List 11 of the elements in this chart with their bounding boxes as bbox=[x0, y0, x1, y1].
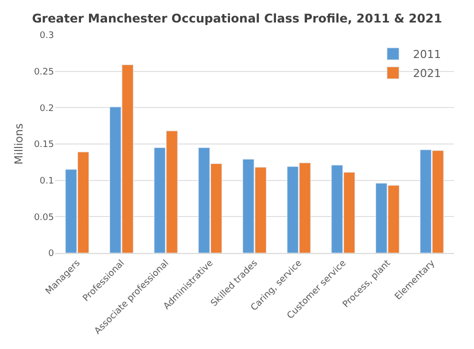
y-tick-label: 0.3 bbox=[40, 31, 54, 42]
legend-label: 2021 bbox=[413, 67, 442, 80]
y-tick-label: 0.05 bbox=[34, 212, 54, 223]
y-tick-label: 0 bbox=[48, 249, 54, 260]
y-axis-title: Millions bbox=[12, 123, 26, 165]
y-tick-label: 0.25 bbox=[34, 67, 54, 78]
y-tick-label: 0.2 bbox=[40, 104, 54, 114]
chart-title: Greater Manchester Occupational Class Profile, 2011 & 2021 bbox=[32, 11, 442, 26]
legend-label: 2011 bbox=[413, 48, 442, 62]
y-tick-label: 0.15 bbox=[34, 140, 54, 150]
y-tick-label: 0.1 bbox=[40, 176, 54, 186]
